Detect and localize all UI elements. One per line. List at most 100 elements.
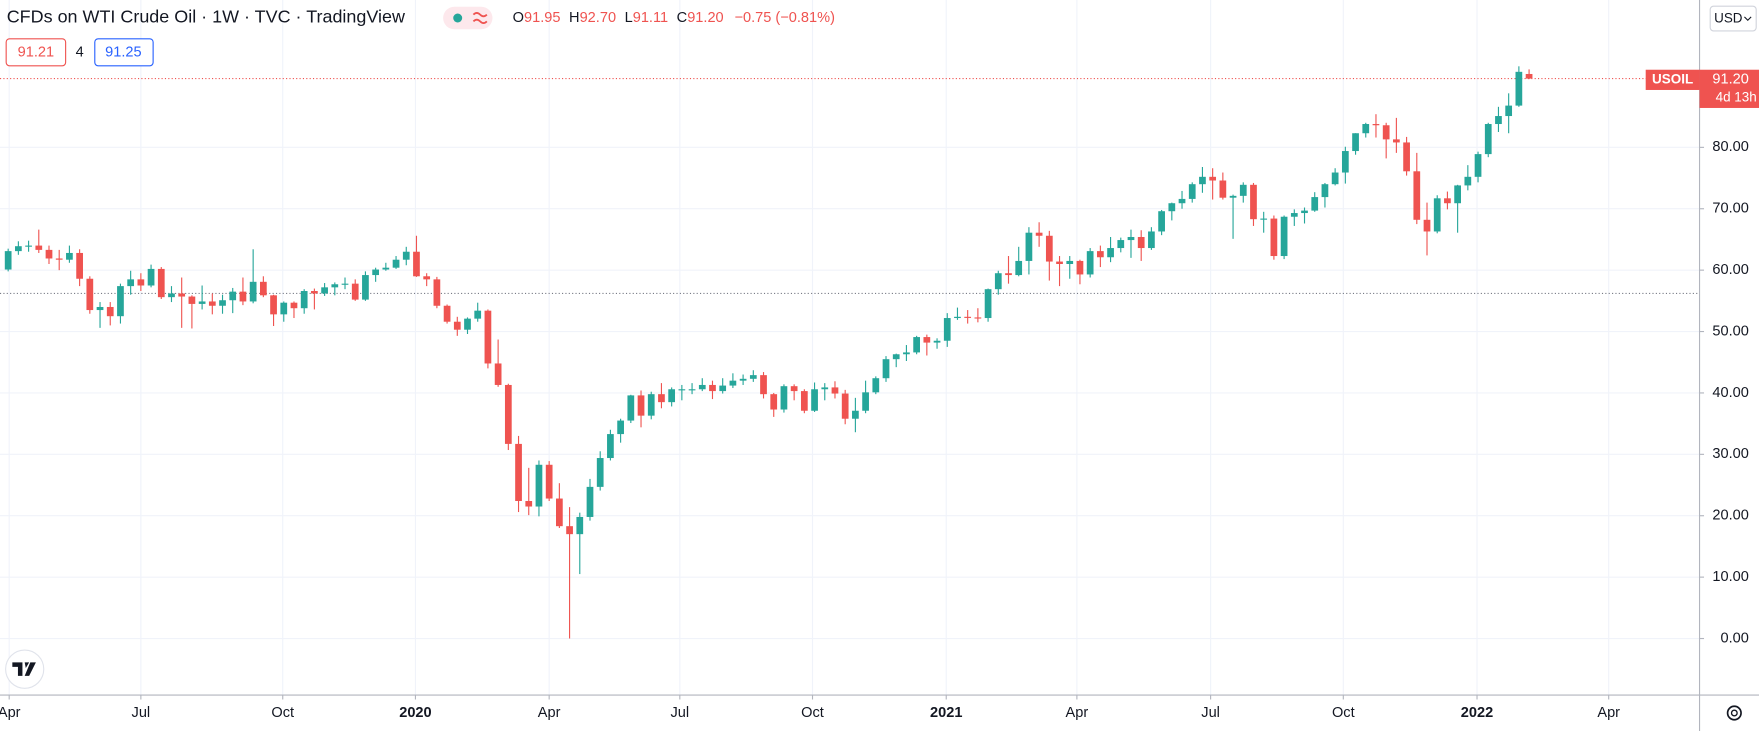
candle-body bbox=[1393, 139, 1400, 143]
candle-body bbox=[198, 301, 206, 304]
x-tick-label: 2022 bbox=[1461, 705, 1493, 721]
y-tick-label: 0.00 bbox=[1721, 630, 1749, 646]
market-status[interactable] bbox=[443, 6, 493, 30]
status-icon bbox=[472, 12, 488, 24]
candle-body bbox=[1362, 124, 1370, 134]
x-tick-label: Apr bbox=[538, 705, 561, 721]
x-tick-label: Jul bbox=[671, 705, 690, 721]
candle-body bbox=[1086, 251, 1094, 275]
status-dot bbox=[453, 13, 463, 23]
candle-body bbox=[872, 378, 880, 393]
candle-body bbox=[147, 268, 155, 286]
candle-body bbox=[311, 291, 318, 294]
candle-body bbox=[219, 300, 226, 306]
candle-body bbox=[903, 352, 910, 355]
settings-button[interactable] bbox=[1726, 705, 1742, 721]
candle-body bbox=[4, 251, 12, 270]
y-tick-label: 80.00 bbox=[1712, 139, 1748, 155]
candle-body bbox=[1454, 185, 1461, 204]
candle-body bbox=[137, 279, 145, 286]
candle-body bbox=[351, 283, 359, 300]
candle-body bbox=[372, 269, 380, 276]
candle-body bbox=[586, 486, 594, 517]
y-tick-label: 70.00 bbox=[1712, 201, 1748, 217]
y-tick-label: 30.00 bbox=[1712, 446, 1748, 462]
candle-body bbox=[1199, 176, 1206, 185]
candle-body bbox=[1474, 154, 1482, 177]
candle-body bbox=[106, 306, 114, 317]
candle-body bbox=[433, 279, 441, 306]
candle-body bbox=[882, 359, 890, 379]
candle-body bbox=[668, 389, 676, 403]
currency-button[interactable] bbox=[1709, 5, 1757, 32]
candle-body bbox=[1188, 184, 1196, 199]
logo[interactable] bbox=[5, 649, 45, 689]
candle-body bbox=[1270, 218, 1278, 257]
candle-body bbox=[1321, 184, 1329, 198]
candle-body bbox=[739, 378, 747, 381]
candle-body bbox=[790, 386, 798, 392]
spread: 4 bbox=[76, 45, 84, 61]
candle-body bbox=[474, 310, 482, 319]
ohlc-key: C bbox=[677, 10, 688, 26]
candle-body bbox=[1301, 210, 1308, 214]
price-tag bbox=[1699, 69, 1759, 108]
logo-mark bbox=[12, 662, 36, 676]
candle-body bbox=[239, 291, 247, 302]
candles bbox=[4, 66, 1533, 639]
candle-body bbox=[76, 252, 83, 279]
candle-body bbox=[852, 410, 859, 419]
candle-body bbox=[719, 385, 727, 392]
ask-price: 91.25 bbox=[105, 45, 141, 61]
candle-body bbox=[1209, 176, 1217, 181]
candle-body bbox=[1341, 151, 1349, 173]
buy-button[interactable] bbox=[94, 38, 154, 67]
x-tick-label: Oct bbox=[271, 705, 294, 721]
candle-body bbox=[1525, 73, 1533, 79]
ohlc-key: O bbox=[513, 10, 524, 26]
ohlc-values: O91.95 H92.70 L91.11 C91.20 −0.75 (−0.81… bbox=[513, 10, 835, 26]
x-tick-label: 2020 bbox=[399, 705, 431, 721]
candle-body bbox=[770, 394, 778, 410]
candle-body bbox=[923, 337, 931, 343]
candle-body bbox=[66, 252, 73, 260]
candle-body bbox=[1066, 260, 1074, 265]
candle-body bbox=[729, 380, 737, 386]
candle-body bbox=[1045, 235, 1053, 262]
sell-button[interactable] bbox=[5, 38, 67, 67]
candle-body bbox=[800, 391, 808, 411]
candle-body bbox=[617, 420, 624, 435]
candle-body bbox=[862, 392, 869, 411]
candle-body bbox=[423, 276, 431, 280]
candle-body bbox=[464, 318, 471, 330]
candle-body bbox=[943, 318, 951, 341]
candle-body bbox=[157, 268, 165, 298]
candle-body bbox=[117, 286, 124, 317]
ohlc-value: 92.70 bbox=[580, 10, 616, 26]
candle-body bbox=[35, 245, 43, 250]
candle-body bbox=[678, 389, 686, 391]
candle-body bbox=[259, 281, 267, 296]
candle-body bbox=[1495, 116, 1502, 125]
candle-body bbox=[1056, 261, 1063, 265]
x-tick-label: Apr bbox=[1066, 705, 1089, 721]
candle-body bbox=[1413, 171, 1421, 220]
candle-body bbox=[1076, 260, 1084, 275]
candle-body bbox=[1117, 240, 1125, 249]
candle-body bbox=[688, 389, 696, 391]
x-tick-label: Oct bbox=[801, 705, 824, 721]
candle-body bbox=[821, 387, 829, 390]
candle-body bbox=[249, 281, 257, 302]
candle-body bbox=[1015, 260, 1023, 276]
candle-body bbox=[892, 354, 900, 360]
candle-body bbox=[1433, 198, 1441, 232]
candle-body bbox=[1035, 232, 1043, 236]
candle-body bbox=[1127, 236, 1135, 241]
candle-body bbox=[831, 387, 839, 394]
candle-body bbox=[1260, 218, 1268, 220]
candle-body bbox=[382, 267, 390, 270]
axis-labels: 0.00 10.00 20.00 30.00 40.00 50.00 60.00 70.00 8… bbox=[0, 139, 1749, 721]
candle-body bbox=[576, 516, 584, 535]
candle-body bbox=[1005, 273, 1012, 276]
